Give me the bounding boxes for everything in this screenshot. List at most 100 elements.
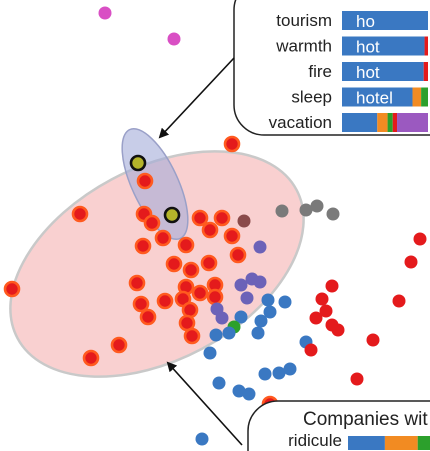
bar-label: hotel: [356, 89, 393, 108]
scatter-point-red: [134, 237, 152, 255]
scatter-point-red: [213, 209, 231, 227]
scatter-point-blue: [222, 326, 236, 340]
bar-label: hot: [356, 38, 380, 57]
scatter-point-red: [331, 323, 345, 337]
bar-label: hot: [356, 63, 380, 82]
top-pointer-arrow: [158, 57, 235, 139]
scatter-point-red: [191, 209, 209, 227]
scatter-points: [3, 6, 427, 446]
scatter-point-red: [82, 349, 100, 367]
scatter-point-red: [110, 336, 128, 354]
scatter-point-red: [156, 292, 174, 310]
bar-segment-blue: [342, 113, 378, 132]
bar-label: ho: [356, 12, 375, 31]
bar-segment-violet: [397, 113, 428, 132]
bar-segment-blue: [342, 62, 424, 81]
scatter-point-red: [366, 333, 380, 347]
row-label: tourism: [276, 11, 332, 30]
scatter-point-olive: [129, 154, 147, 172]
scatter-point-red: [132, 295, 150, 313]
scatter-point-red: [350, 372, 364, 386]
bar-segment-orange: [384, 436, 418, 450]
row-label: fire: [308, 62, 332, 81]
bar-segment-green: [387, 113, 393, 132]
bar-segment-red: [423, 62, 428, 81]
scatter-point-red: [165, 255, 183, 273]
scatter-point-grey: [310, 199, 324, 213]
scatter-point-blue: [209, 328, 223, 342]
row-label: warmth: [275, 37, 332, 56]
scatter-point-red: [223, 135, 241, 153]
scatter-point-purple: [253, 275, 267, 289]
scatter-point-red: [177, 236, 195, 254]
scatter-point-red: [181, 301, 199, 319]
bar-segment-blue: [348, 436, 385, 450]
scatter-point-red: [223, 227, 241, 245]
scatter-point-red: [191, 284, 209, 302]
scatter-point-blue: [272, 366, 286, 380]
scatter-point-purple: [240, 291, 254, 305]
scatter-point-red: [229, 246, 247, 264]
scatter-point-blue: [254, 314, 268, 328]
scatter-point-red: [319, 304, 333, 318]
scatter-point-red: [143, 214, 161, 232]
scatter-point-blue: [242, 387, 256, 401]
scatter-point-olive: [163, 206, 181, 224]
bar-segment-blue: [342, 87, 413, 107]
bar-segment-green: [417, 436, 430, 450]
scatter-point-blue: [278, 295, 292, 309]
bottom-pointer-arrow: [166, 361, 243, 446]
bottom-panel-rows: ridicule: [288, 431, 430, 450]
scatter-point-purple: [215, 311, 229, 325]
scatter-point-red: [182, 261, 200, 279]
scatter-point-blue: [232, 384, 246, 398]
scatter-point-blue: [261, 293, 275, 307]
top-panel-rows: tourism ho warmth hot fire hot sleep hotel vacat…: [269, 11, 428, 132]
scatter-point-blue: [251, 326, 265, 340]
scatter-point-red: [183, 327, 201, 345]
scatter-point-red: [154, 229, 172, 247]
scatter-point-blue: [212, 376, 226, 390]
scatter-point-blue: [234, 310, 248, 324]
scatter-point-red: [413, 232, 427, 246]
scatter-point-red: [304, 343, 318, 357]
scatter-point-red: [309, 311, 323, 325]
row-label: ridicule: [288, 431, 342, 450]
scatter-point-magenta: [167, 32, 181, 46]
scatter-point-red: [201, 221, 219, 239]
bar-segment-orange: [377, 113, 388, 132]
scatter-point-red: [71, 205, 89, 223]
bar-segment-blue: [342, 11, 428, 30]
top-annotation-panel: tourism ho warmth hot fire hot sleep hotel vacat…: [233, 0, 430, 136]
scatter-point-blue: [283, 362, 297, 376]
scatter-point-red: [392, 294, 406, 308]
scatter-point-blue: [195, 432, 209, 446]
scatter-point-blue: [263, 305, 277, 319]
scatter-point-red: [315, 292, 329, 306]
bar-segment-blue: [342, 36, 425, 56]
bar-segment-red: [392, 113, 398, 132]
scatter-point-red: [128, 274, 146, 292]
scatter-point-magenta: [98, 6, 112, 20]
bottom-panel-title: Companies wit: [303, 409, 428, 430]
scatter-point-grey: [275, 204, 289, 218]
scatter-point-red: [136, 172, 154, 190]
bar-segment-green: [421, 87, 428, 107]
scatter-point-purple: [234, 278, 248, 292]
scatter-point-purple: [253, 240, 267, 254]
bottom-annotation-panel: Companies wit ridicule: [247, 400, 430, 451]
row-label: vacation: [269, 113, 332, 132]
scatter-point-red: [139, 308, 157, 326]
scatter-point-brown: [237, 214, 251, 228]
bar-segment-red: [424, 36, 428, 56]
scatter-point-grey: [299, 203, 313, 217]
scatter-point-red: [404, 255, 418, 269]
scatter-point-red: [200, 254, 218, 272]
bar-segment-orange: [412, 87, 422, 107]
scatter-point-red: [3, 280, 21, 298]
row-label: sleep: [291, 88, 332, 107]
scatter-point-blue: [258, 367, 272, 381]
scatter-point-red: [206, 288, 224, 306]
scatter-point-grey: [326, 207, 340, 221]
